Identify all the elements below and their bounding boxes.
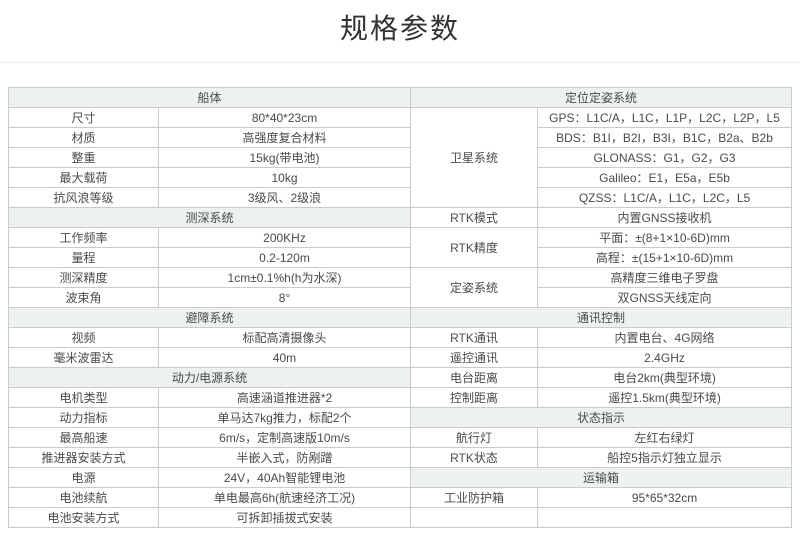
spec-value: 双GNSS天线定向 <box>537 287 793 308</box>
spec-value: 电台2km(典型环境) <box>537 367 793 388</box>
spec-value: 3级风、2级浪 <box>157 187 412 208</box>
spec-value: 平面：±(8+1×10-6D)mm <box>537 227 793 248</box>
spec-row: 推进器安装方式 半嵌入式，防剐蹭 RTK状态 船控5指示灯独立显示 <box>8 447 793 468</box>
spec-value: 左红右绿灯 <box>537 427 793 448</box>
spec-row: 电源 24V，40Ah智能锂电池 运输箱 <box>8 467 793 488</box>
spec-label: 动力指标 <box>8 407 159 428</box>
spec-row: 电机类型 高速涵道推进器*2 控制距离 遥控1.5km(典型环境) <box>8 387 793 408</box>
spec-value: 高速涵道推进器*2 <box>157 387 412 408</box>
spec-label: 测深精度 <box>8 267 159 288</box>
spec-value: GLONASS：G1，G2，G3 <box>537 147 793 168</box>
spec-label: 整重 <box>8 147 159 168</box>
spec-row: 动力指标 单马达7kg推力，标配2个 状态指示 <box>8 407 793 428</box>
spec-value: 高程：±(15+1×10-6D)mm <box>537 247 793 268</box>
page-title: 规格参数 <box>339 13 460 44</box>
spec-table: 船体 定位定姿系统 尺寸 80*40*23cm 卫星系统 GPS：L1C/A，L… <box>7 87 793 528</box>
spec-row: 整重 15kg(带电池) GLONASS：G1，G2，G3 <box>8 147 793 168</box>
spec-label: 推进器安装方式 <box>8 447 159 468</box>
spec-value: 95*65*32cm <box>537 487 793 508</box>
spec-value: 半嵌入式，防剐蹭 <box>157 447 412 468</box>
spec-value: 船控5指示灯独立显示 <box>537 447 793 468</box>
spec-row: 波束角 8° 双GNSS天线定向 <box>8 287 793 308</box>
spec-label: 定姿系统 <box>410 267 539 308</box>
spec-label: 毫米波雷达 <box>8 347 159 368</box>
spec-label: 航行灯 <box>410 427 539 448</box>
spec-value-empty <box>537 507 793 528</box>
spec-value: 内置GNSS接收机 <box>537 207 793 228</box>
spec-value: Galileo：E1，E5a，E5b <box>537 167 793 188</box>
spec-value: 可拆卸插拔式安装 <box>157 507 412 528</box>
spec-row: 尺寸 80*40*23cm 卫星系统 GPS：L1C/A，L1C，L1P，L2C… <box>8 107 793 208</box>
section-header-hull: 船体 <box>7 87 412 108</box>
spec-row: 电池安装方式 可拆卸插拔式安装 <box>8 507 793 528</box>
spec-label: 电台距离 <box>410 367 539 388</box>
title-divider <box>0 62 800 63</box>
spec-row: 船体 定位定姿系统 <box>7 87 793 108</box>
spec-label: 抗风浪等级 <box>8 187 159 208</box>
spec-label: 最高船速 <box>8 427 159 448</box>
spec-row: 材质 高强度复合材料 BDS：B1I，B2I，B3I，B1C，B2a、B2b <box>8 127 793 148</box>
spec-value: 15kg(带电池) <box>157 147 412 168</box>
spec-value: 高强度复合材料 <box>157 127 412 148</box>
spec-row: 量程 0.2-120m 高程：±(15+1×10-6D)mm <box>8 247 793 268</box>
section-header-obstacle: 避障系统 <box>7 307 412 328</box>
spec-value: QZSS：L1C/A，L1C，L2C，L5 <box>537 187 793 208</box>
spec-row: 最大载荷 10kg Galileo：E1，E5a，E5b <box>8 167 793 188</box>
section-header-status: 状态指示 <box>410 407 793 428</box>
spec-label: 波束角 <box>8 287 159 308</box>
section-header-case: 运输箱 <box>410 467 793 488</box>
spec-row: 抗风浪等级 3级风、2级浪 QZSS：L1C/A，L1C，L2C，L5 <box>8 187 793 208</box>
spec-label: 最大载荷 <box>8 167 159 188</box>
spec-label: 量程 <box>8 247 159 268</box>
spec-label: 卫星系统 <box>410 107 539 208</box>
spec-label: 工业防护箱 <box>410 487 539 508</box>
spec-label-empty <box>410 507 539 528</box>
spec-label: 电池安装方式 <box>8 507 159 528</box>
spec-label: 尺寸 <box>8 107 159 128</box>
spec-label: RTK通讯 <box>410 327 539 348</box>
section-header-positioning: 定位定姿系统 <box>410 87 793 108</box>
spec-label: RTK模式 <box>410 207 539 228</box>
section-header-sounding: 测深系统 <box>7 207 412 228</box>
spec-row: 避障系统 通讯控制 <box>7 307 793 328</box>
spec-value: 标配高清摄像头 <box>157 327 412 348</box>
spec-value: 40m <box>157 347 412 368</box>
spec-row: 测深精度 1cm±0.1%h(h为水深) 定姿系统 高精度三维电子罗盘 <box>8 267 793 308</box>
spec-row: 最高船速 6m/s，定制高速版10m/s 航行灯 左红右绿灯 <box>8 427 793 448</box>
spec-label: 电池续航 <box>8 487 159 508</box>
spec-label: 视频 <box>8 327 159 348</box>
spec-value: 8° <box>157 287 412 308</box>
spec-row: 动力/电源系统 电台距离 电台2km(典型环境) <box>7 367 793 388</box>
spec-value: 遥控1.5km(典型环境) <box>537 387 793 408</box>
spec-value: 2.4GHz <box>537 347 793 368</box>
spec-row: 工作频率 200KHz RTK精度 平面：±(8+1×10-6D)mm <box>8 227 793 268</box>
spec-label: 控制距离 <box>410 387 539 408</box>
spec-label: 遥控通讯 <box>410 347 539 368</box>
spec-value: 6m/s，定制高速版10m/s <box>157 427 412 448</box>
section-header-power: 动力/电源系统 <box>7 367 412 388</box>
section-header-comms: 通讯控制 <box>410 307 793 328</box>
spec-row: 测深系统 RTK模式 内置GNSS接收机 <box>7 207 793 228</box>
spec-label: 材质 <box>8 127 159 148</box>
spec-label: RTK精度 <box>410 227 539 268</box>
spec-value: 200KHz <box>157 227 412 248</box>
spec-value: 10kg <box>157 167 412 188</box>
spec-row: 电池续航 单电最高6h(航速经济工况) 工业防护箱 95*65*32cm <box>8 487 793 508</box>
spec-value: 0.2-120m <box>157 247 412 268</box>
spec-value: 80*40*23cm <box>157 107 412 128</box>
spec-value: 单马达7kg推力，标配2个 <box>157 407 412 428</box>
spec-value: 内置电台、4G网络 <box>537 327 793 348</box>
spec-row: 毫米波雷达 40m 遥控通讯 2.4GHz <box>8 347 793 368</box>
spec-value: GPS：L1C/A，L1C，L1P，L2C，L2P，L5 <box>537 107 793 128</box>
spec-row: 视频 标配高清摄像头 RTK通讯 内置电台、4G网络 <box>8 327 793 348</box>
spec-value: 单电最高6h(航速经济工况) <box>157 487 412 508</box>
spec-label: 工作频率 <box>8 227 159 248</box>
spec-value: 高精度三维电子罗盘 <box>537 267 793 288</box>
spec-label: 电机类型 <box>8 387 159 408</box>
spec-value: 24V，40Ah智能锂电池 <box>157 467 412 488</box>
spec-label: 电源 <box>8 467 159 488</box>
spec-value: BDS：B1I，B2I，B3I，B1C，B2a、B2b <box>537 127 793 148</box>
spec-label: RTK状态 <box>410 447 539 468</box>
spec-value: 1cm±0.1%h(h为水深) <box>157 267 412 288</box>
